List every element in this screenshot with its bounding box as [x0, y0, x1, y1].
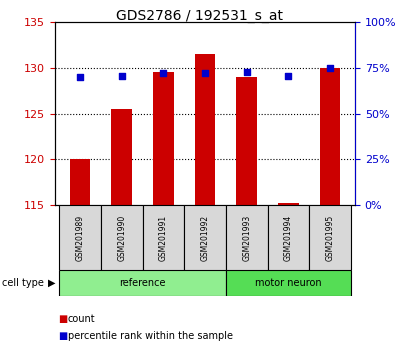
- Bar: [59, 205, 101, 270]
- Point: [77, 74, 83, 80]
- Text: motor neuron: motor neuron: [255, 278, 322, 288]
- Bar: [153, 72, 174, 205]
- Text: ▶: ▶: [48, 278, 55, 288]
- Bar: [142, 205, 184, 270]
- Point: [119, 73, 125, 79]
- Point: [285, 73, 291, 79]
- Bar: [59, 270, 226, 296]
- Text: percentile rank within the sample: percentile rank within the sample: [68, 331, 233, 341]
- Text: GDS2786 / 192531_s_at: GDS2786 / 192531_s_at: [115, 9, 283, 23]
- Bar: [267, 205, 309, 270]
- Bar: [184, 205, 226, 270]
- Bar: [236, 77, 257, 205]
- Text: GSM201995: GSM201995: [326, 215, 334, 261]
- Text: GSM201993: GSM201993: [242, 215, 251, 261]
- Text: GSM201991: GSM201991: [159, 215, 168, 261]
- Bar: [111, 109, 132, 205]
- Text: GSM201994: GSM201994: [284, 215, 293, 261]
- Text: GSM201990: GSM201990: [117, 215, 126, 261]
- Point: [244, 69, 250, 75]
- Text: GSM201989: GSM201989: [76, 215, 84, 261]
- Text: reference: reference: [119, 278, 166, 288]
- Text: ■: ■: [58, 331, 67, 341]
- Bar: [101, 205, 142, 270]
- Bar: [309, 205, 351, 270]
- Text: GSM201992: GSM201992: [201, 215, 209, 261]
- Bar: [70, 159, 90, 205]
- Text: cell type: cell type: [2, 278, 44, 288]
- Text: ■: ■: [58, 314, 67, 324]
- Bar: [226, 205, 267, 270]
- Point: [160, 70, 166, 76]
- Bar: [195, 54, 215, 205]
- Point: [327, 65, 333, 70]
- Bar: [226, 270, 351, 296]
- Text: count: count: [68, 314, 96, 324]
- Bar: [320, 68, 340, 205]
- Point: [202, 70, 208, 76]
- Bar: [278, 203, 299, 205]
